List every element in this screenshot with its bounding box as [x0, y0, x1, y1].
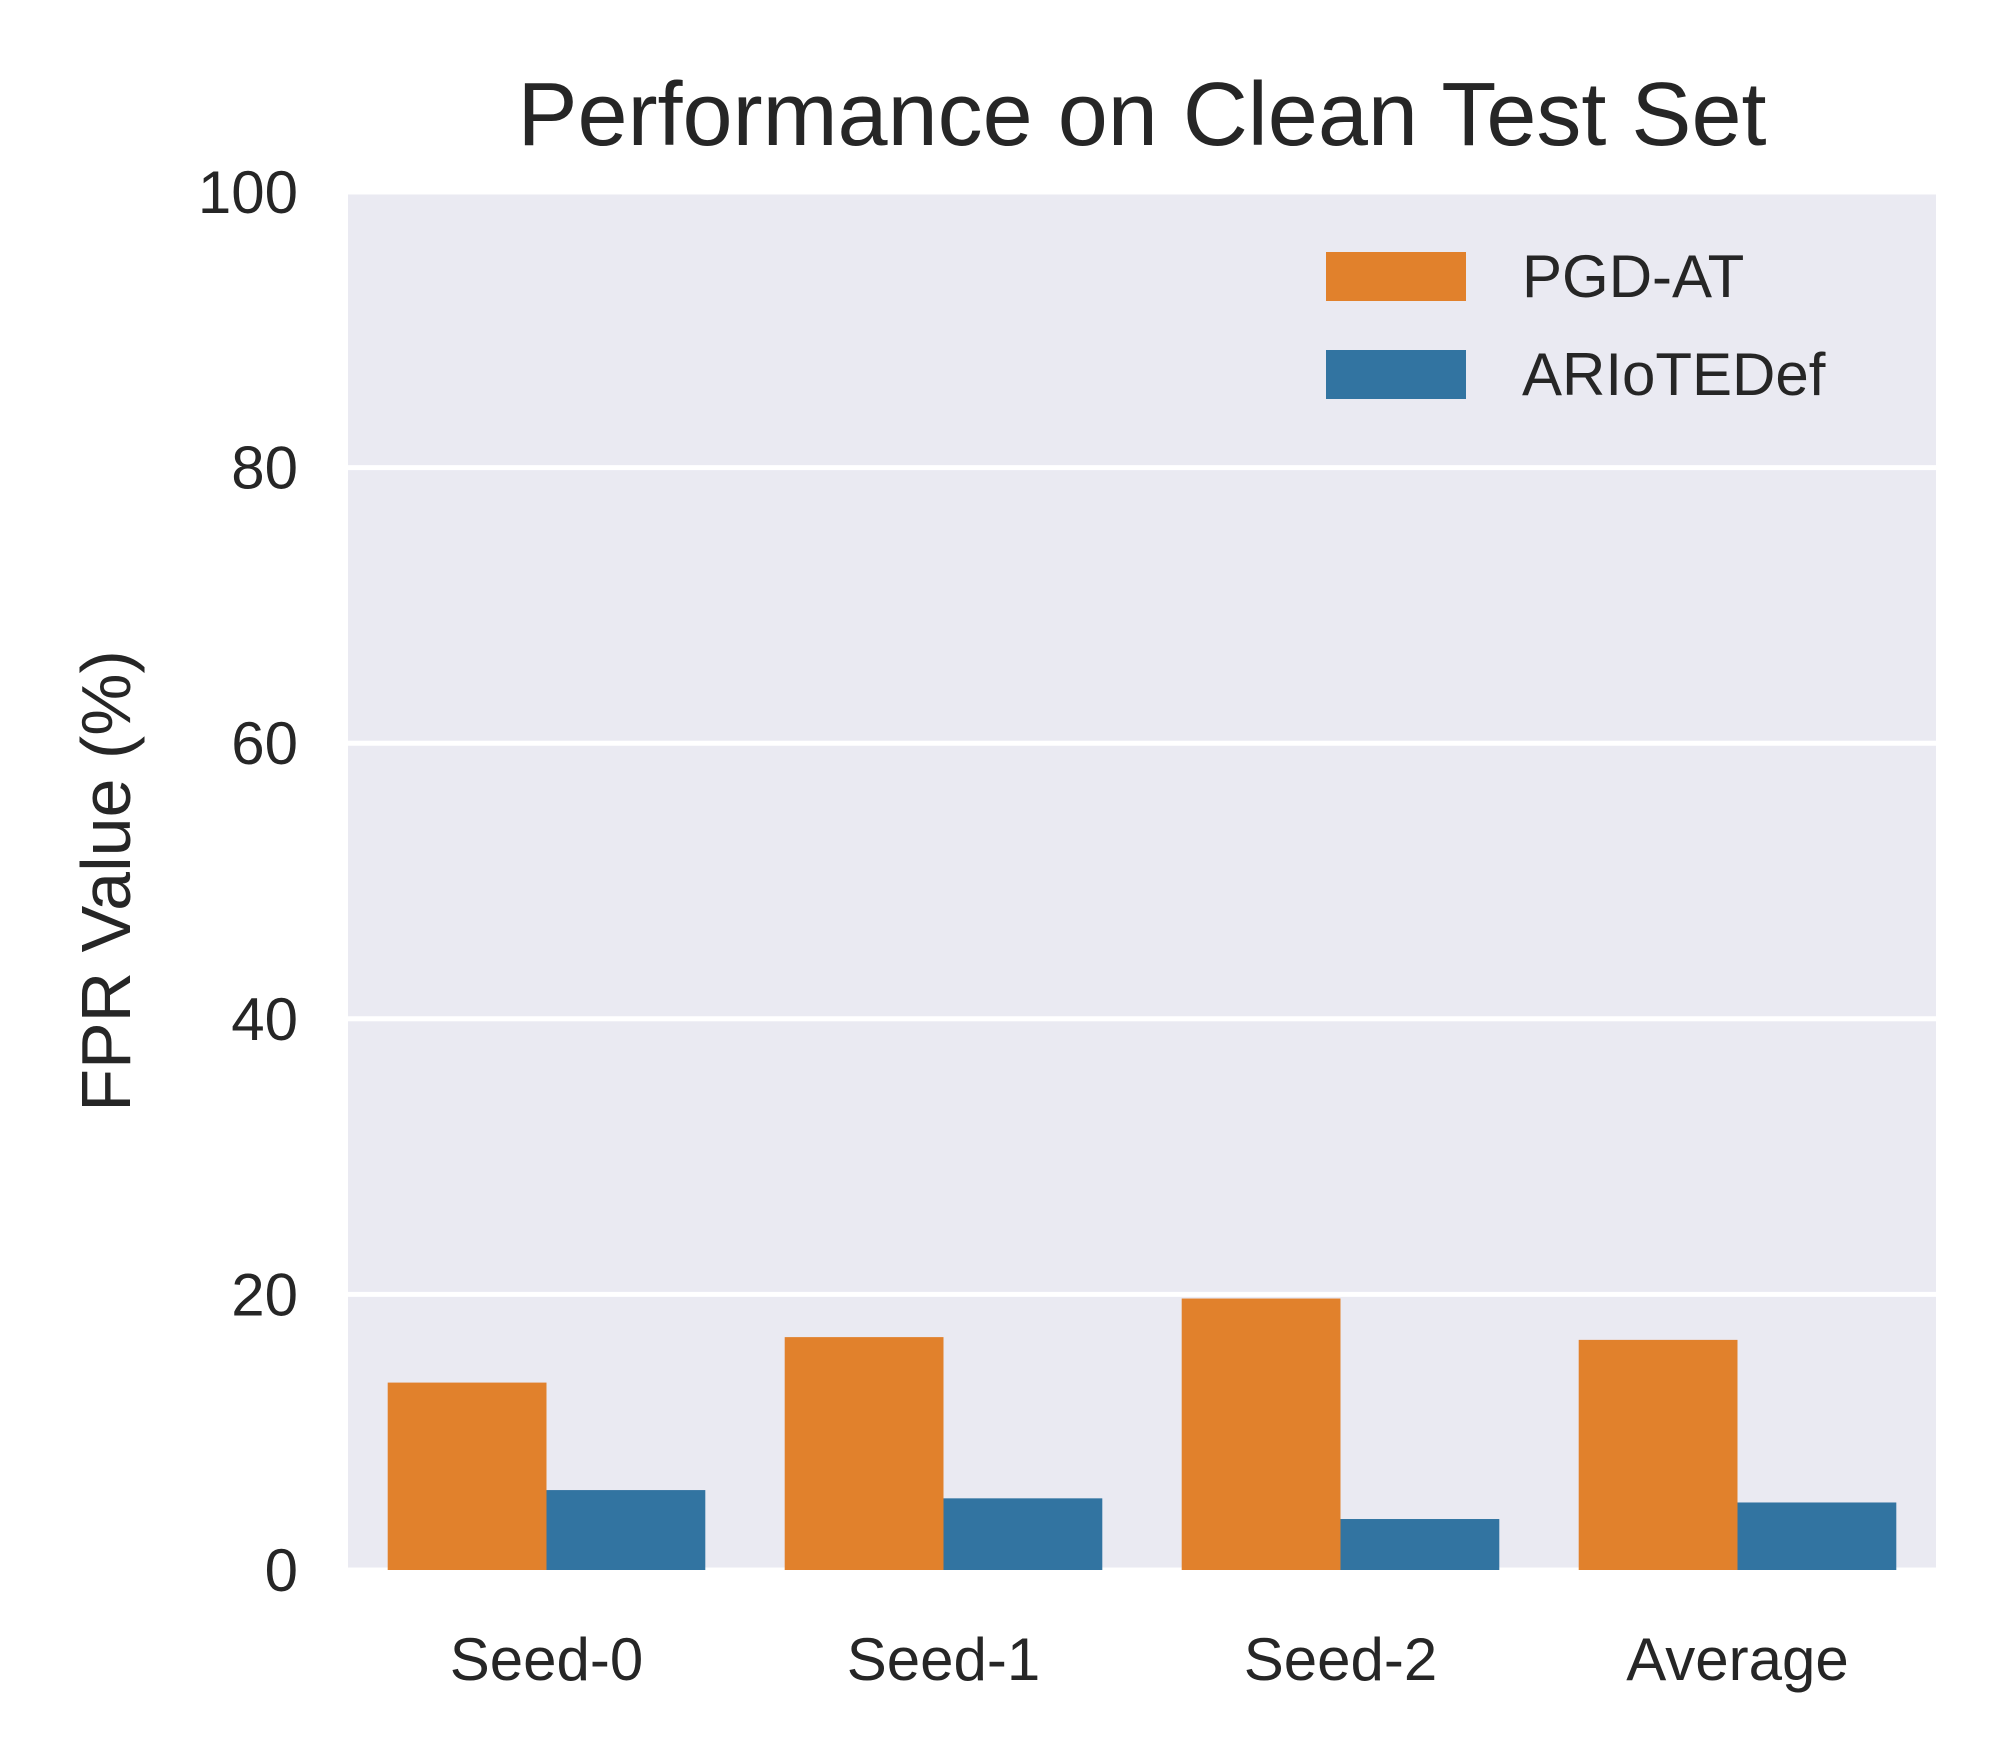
legend-swatch-PGD-AT: [1326, 252, 1466, 301]
x-tick-labels: Seed-0 Seed-1 Seed-2 Average: [450, 1626, 1849, 1693]
legend: PGD-AT ARIoTEDef: [1326, 243, 1826, 408]
y-tick-label: 20: [231, 1261, 298, 1328]
x-tick-label: Seed-0: [450, 1626, 643, 1693]
y-tick-label: 100: [198, 159, 298, 226]
x-tick-label: Seed-1: [847, 1626, 1040, 1693]
legend-swatch-ARIoTEDef: [1326, 350, 1466, 399]
y-tick-label: 60: [231, 710, 298, 777]
bar-PGD-AT-Seed-1: [784, 1337, 944, 1570]
bars: [387, 1298, 1897, 1570]
bar-PGD-AT-Seed-0: [387, 1382, 547, 1570]
legend-label: PGD-AT: [1522, 243, 1744, 310]
y-axis-label: FPR Value (%): [67, 650, 145, 1112]
bar-ARIoTEDef-Seed-0: [546, 1490, 706, 1570]
bar-PGD-AT-Average: [1578, 1339, 1738, 1570]
y-tick-label: 40: [231, 986, 298, 1053]
x-tick-label: Average: [1626, 1626, 1848, 1693]
bar-ARIoTEDef-Seed-1: [943, 1498, 1103, 1570]
bar-ARIoTEDef-Seed-2: [1340, 1519, 1500, 1570]
y-tick-label: 80: [231, 435, 298, 502]
chart-title: Performance on Clean Test Set: [517, 65, 1766, 165]
y-tick-label: 0: [265, 1537, 298, 1604]
x-tick-label: Seed-2: [1244, 1626, 1437, 1693]
y-tick-labels: 0 20 40 60 80 100: [198, 159, 298, 1604]
bar-PGD-AT-Seed-2: [1181, 1298, 1341, 1570]
legend-label: ARIoTEDef: [1522, 341, 1826, 408]
bar-ARIoTEDef-Average: [1737, 1502, 1897, 1570]
